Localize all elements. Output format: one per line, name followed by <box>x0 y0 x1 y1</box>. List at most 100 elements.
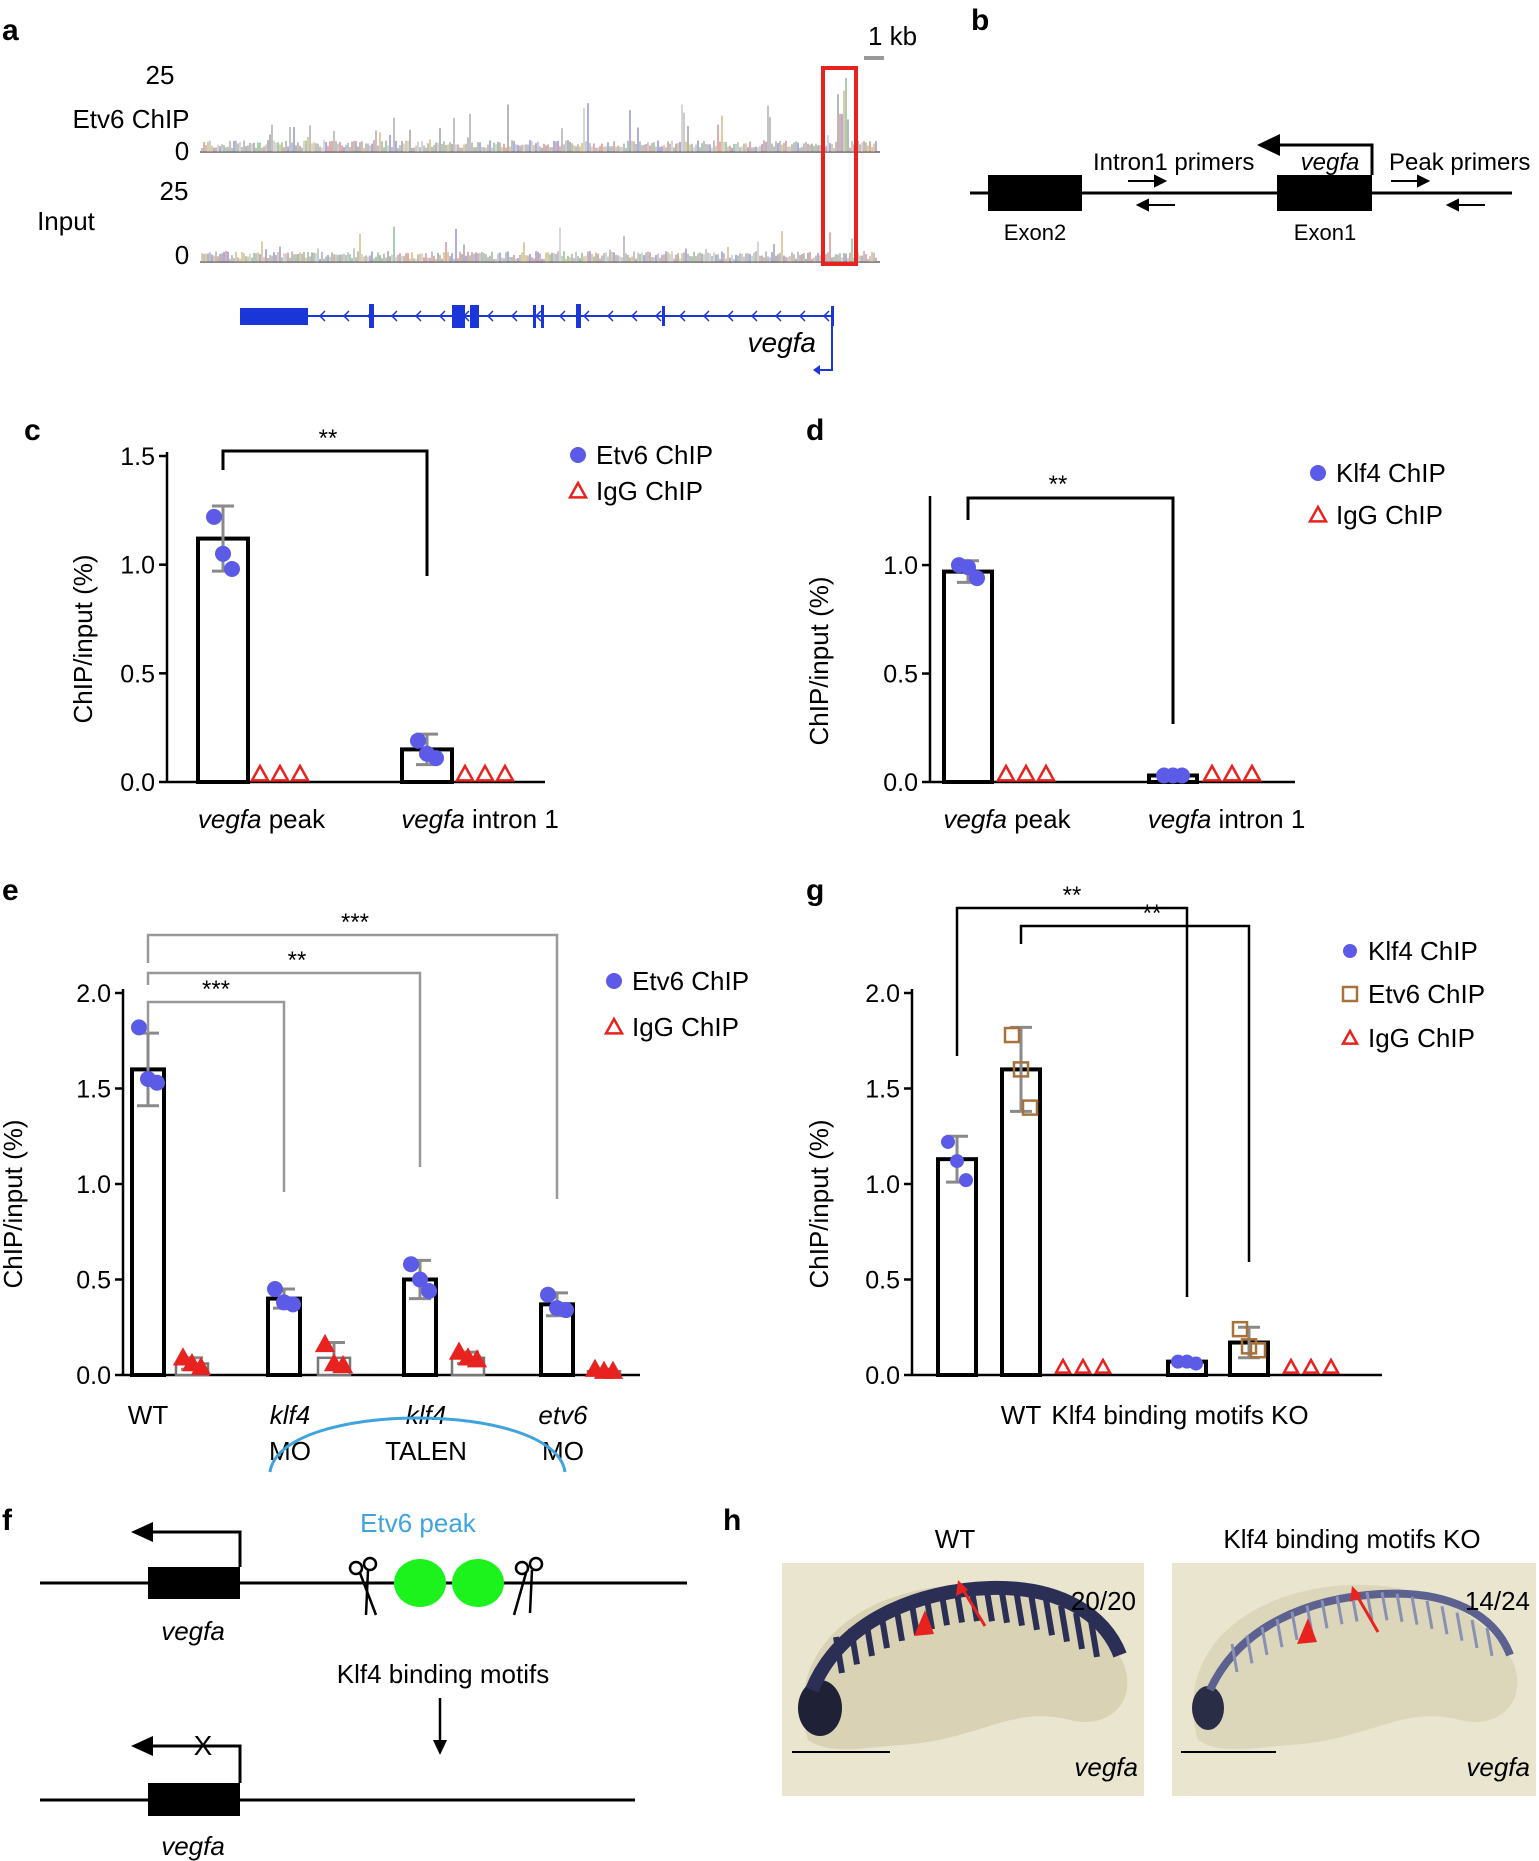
data-point <box>1053 1357 1073 1374</box>
panel-h-label: h <box>723 1504 741 1537</box>
x-tick-label-rest: peak <box>1007 804 1072 834</box>
x-tick-label-italic: vegfa <box>1148 804 1212 834</box>
data-point <box>950 1154 964 1169</box>
panel-a: a 1 kb 25 Etv6 ChIP 0 25 Input 0 <box>2 14 917 375</box>
x-tick-label-italic: vegfa <box>943 804 1007 834</box>
data-point <box>131 1019 147 1036</box>
data-point <box>269 763 291 782</box>
x-tick-label: vegfa intron 1 <box>1148 804 1306 834</box>
wt-exon-box <box>148 1567 240 1599</box>
x-tick-label: Klf4 binding motifs KO <box>1051 1400 1308 1430</box>
x-tick-label-italic: vegfa <box>401 804 465 834</box>
y-axis-label: ChIP/input (%) <box>0 1119 28 1288</box>
significance-label: ** <box>1063 882 1082 909</box>
data-point <box>494 763 516 782</box>
data-point <box>314 1333 336 1353</box>
data-point <box>215 545 231 562</box>
track2-ymax: 25 <box>160 176 189 206</box>
data-point <box>959 1173 973 1188</box>
exon2-box <box>988 175 1082 211</box>
x-tick-label-line2: MO <box>269 1436 311 1466</box>
input-signal-track <box>201 226 877 262</box>
track2-name: Input <box>37 206 96 236</box>
exon1-box <box>1277 175 1372 211</box>
ko-gene-label: vegfa <box>161 1831 225 1861</box>
data-point <box>1240 1338 1258 1355</box>
legend-entry: Etv6 ChIP <box>1368 979 1485 1009</box>
legend-entry: IgG ChIP <box>1336 500 1443 530</box>
x-tick-label: vegfa peak <box>198 804 326 834</box>
legend-entry: Etv6 ChIP <box>632 966 749 996</box>
data-point <box>332 1354 354 1374</box>
ko-gene-label-h: vegfa <box>1466 1752 1530 1782</box>
panel-g-chart: g 0.0 0.5 1.0 1.5 2.0 ChIP/input (%) WT Klf4 bin… <box>804 874 1485 1430</box>
significance-bracket <box>146 1000 286 1192</box>
data-point <box>1035 763 1057 782</box>
data-point <box>285 1296 301 1313</box>
data-point <box>149 1074 165 1091</box>
y-tick-label: 0.5 <box>883 661 918 689</box>
data-point <box>1321 1357 1341 1374</box>
bar <box>942 569 994 784</box>
bar <box>130 1067 166 1378</box>
data-point <box>570 447 586 463</box>
significance-label: ** <box>1049 471 1068 498</box>
wt-tss-arrow <box>150 1530 242 1567</box>
data-point <box>1341 985 1359 1003</box>
data-point <box>1307 504 1329 523</box>
bar <box>196 536 250 784</box>
ko-tss-arrow <box>150 1744 242 1783</box>
x-tick-label: WT <box>128 1400 169 1430</box>
x-tick-label-line2: TALEN <box>385 1436 467 1466</box>
data-point <box>1310 465 1326 481</box>
gene-name-b: vegfa <box>1301 149 1360 176</box>
wt-image-title: WT <box>935 1524 976 1554</box>
panel-label: g <box>806 874 824 907</box>
legend-entry: Klf4 ChIP <box>1368 936 1478 966</box>
panel-a-label: a <box>2 14 19 47</box>
gene-name-a: vegfa <box>748 327 817 358</box>
x-tick-label: vegfa intron 1 <box>401 804 559 834</box>
significance-label: ** <box>288 947 307 974</box>
ko-tss-arrowhead <box>131 1736 153 1756</box>
legend-entry: Etv6 ChIP <box>596 440 713 470</box>
x-tick-label: etv6 <box>538 1400 588 1430</box>
wt-gene-label: vegfa <box>161 1616 225 1646</box>
y-tick-label: 1.0 <box>883 552 918 580</box>
y-tick-label: 1.5 <box>120 443 155 471</box>
legend-entry: IgG ChIP <box>1368 1023 1475 1053</box>
x-tick-label: vegfa peak <box>943 804 1071 834</box>
wt-count: 20/20 <box>1071 1586 1136 1616</box>
ko-embryo-image: 14/24 vegfa <box>1172 1563 1536 1796</box>
panel-f: f Etv6 peak vegfa Klf4 binding motifs X … <box>2 1416 687 1861</box>
data-point <box>558 1302 574 1319</box>
tss-arrowhead <box>1257 134 1280 156</box>
significance-label: ** <box>319 425 338 452</box>
y-tick-label: 0.0 <box>883 769 918 797</box>
x-tick-label: klf4 <box>270 1400 310 1430</box>
data-point <box>267 1281 283 1298</box>
significance-label: ** <box>1143 900 1162 927</box>
etv6-peak-arc <box>268 1416 567 1473</box>
data-point <box>1003 1026 1021 1044</box>
data-point <box>606 973 622 989</box>
data-point <box>1301 1357 1321 1374</box>
wt-embryo-image: 20/20 vegfa <box>782 1563 1144 1796</box>
chip-signal-track <box>201 77 877 152</box>
y-tick-label: 2.0 <box>865 980 900 1008</box>
data-point <box>1241 763 1263 782</box>
panel-label: e <box>2 874 19 907</box>
y-tick-label: 0.0 <box>76 1362 111 1390</box>
wt-gene-label-h: vegfa <box>1074 1752 1138 1782</box>
y-tick-label: 0.0 <box>865 1362 900 1390</box>
legend-entry: Klf4 ChIP <box>1336 458 1446 488</box>
data-point <box>603 1016 625 1035</box>
panel-label: c <box>24 414 41 447</box>
significance-bracket <box>955 906 1189 1297</box>
y-axis-label: ChIP/input (%) <box>804 576 834 745</box>
data-point <box>1249 1341 1267 1359</box>
data-point <box>410 732 426 749</box>
y-axis-label: ChIP/input (%) <box>68 554 98 723</box>
